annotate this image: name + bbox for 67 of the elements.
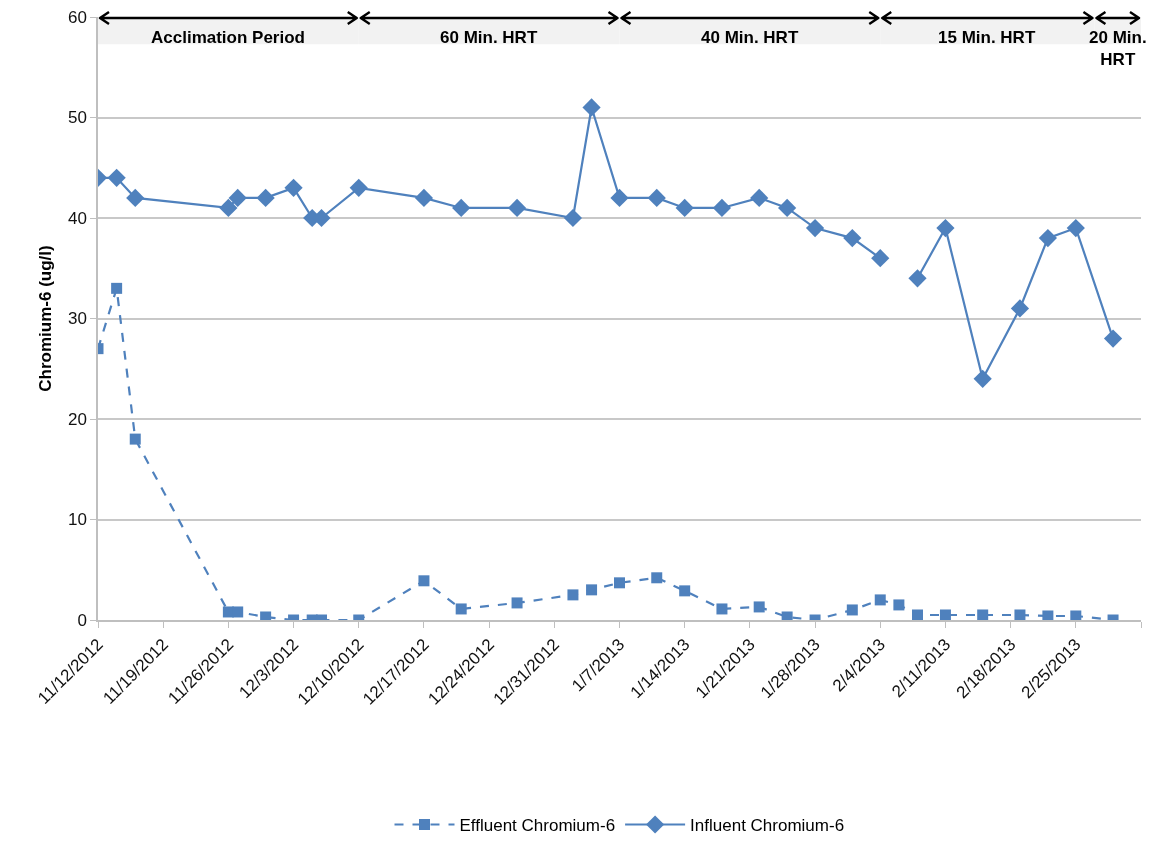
point xyxy=(936,218,955,238)
point xyxy=(111,282,123,294)
y-tick-label: 0 xyxy=(77,610,87,630)
point xyxy=(750,188,769,207)
y-tick-label: 20 xyxy=(67,409,87,429)
y-tick-label: 40 xyxy=(67,208,87,228)
point xyxy=(349,178,368,197)
legend-label: Influent Chromium-6 xyxy=(690,816,845,836)
point xyxy=(455,603,467,615)
point xyxy=(893,599,905,611)
point xyxy=(582,98,601,117)
point xyxy=(614,577,625,589)
point xyxy=(284,178,303,197)
point xyxy=(675,198,694,218)
point xyxy=(129,433,141,445)
y-tick-label: 60 xyxy=(67,7,87,27)
point xyxy=(126,188,145,207)
point xyxy=(1010,299,1030,318)
point xyxy=(567,589,579,601)
point xyxy=(647,188,666,207)
point xyxy=(679,585,691,597)
point xyxy=(107,168,126,187)
y-axis-title: Chromium-6 (ug/l) xyxy=(35,245,55,392)
y-tick-label: 10 xyxy=(67,510,87,530)
y-tick-label: 50 xyxy=(67,108,87,128)
band-label: Acclimation Period xyxy=(151,28,305,47)
point xyxy=(939,609,951,620)
point xyxy=(260,611,272,620)
point xyxy=(843,229,862,248)
point xyxy=(232,606,244,618)
legend-label: Effluent Chromium-6 xyxy=(459,816,616,836)
point xyxy=(753,601,765,613)
point xyxy=(256,188,275,207)
point xyxy=(414,188,434,207)
point xyxy=(1066,218,1085,238)
point xyxy=(1038,229,1057,248)
y-tick-label: 30 xyxy=(67,309,87,329)
band-label: 20 Min. HRT xyxy=(1089,28,1147,70)
band-label: 40 Min. HRT xyxy=(701,28,799,47)
point xyxy=(908,269,927,288)
point xyxy=(781,611,793,620)
point xyxy=(452,198,471,218)
point xyxy=(1042,610,1054,620)
point xyxy=(778,198,797,218)
point xyxy=(846,604,858,616)
point xyxy=(586,584,598,596)
point xyxy=(805,218,825,238)
point xyxy=(1103,329,1123,348)
point xyxy=(1070,610,1082,620)
point xyxy=(871,249,890,268)
point xyxy=(418,575,430,587)
band-label: 15 Min. HRT xyxy=(938,28,1036,47)
point xyxy=(874,594,886,606)
point xyxy=(1014,609,1026,620)
point xyxy=(610,188,629,207)
point xyxy=(511,597,523,609)
band-label: 60 Min. HRT xyxy=(440,28,538,47)
point xyxy=(563,208,583,228)
point xyxy=(712,198,732,218)
point xyxy=(651,572,663,584)
point xyxy=(228,188,247,207)
point xyxy=(507,198,527,218)
point xyxy=(219,198,238,218)
point xyxy=(716,603,728,615)
point xyxy=(977,609,989,620)
point xyxy=(912,609,923,620)
point xyxy=(973,369,992,388)
